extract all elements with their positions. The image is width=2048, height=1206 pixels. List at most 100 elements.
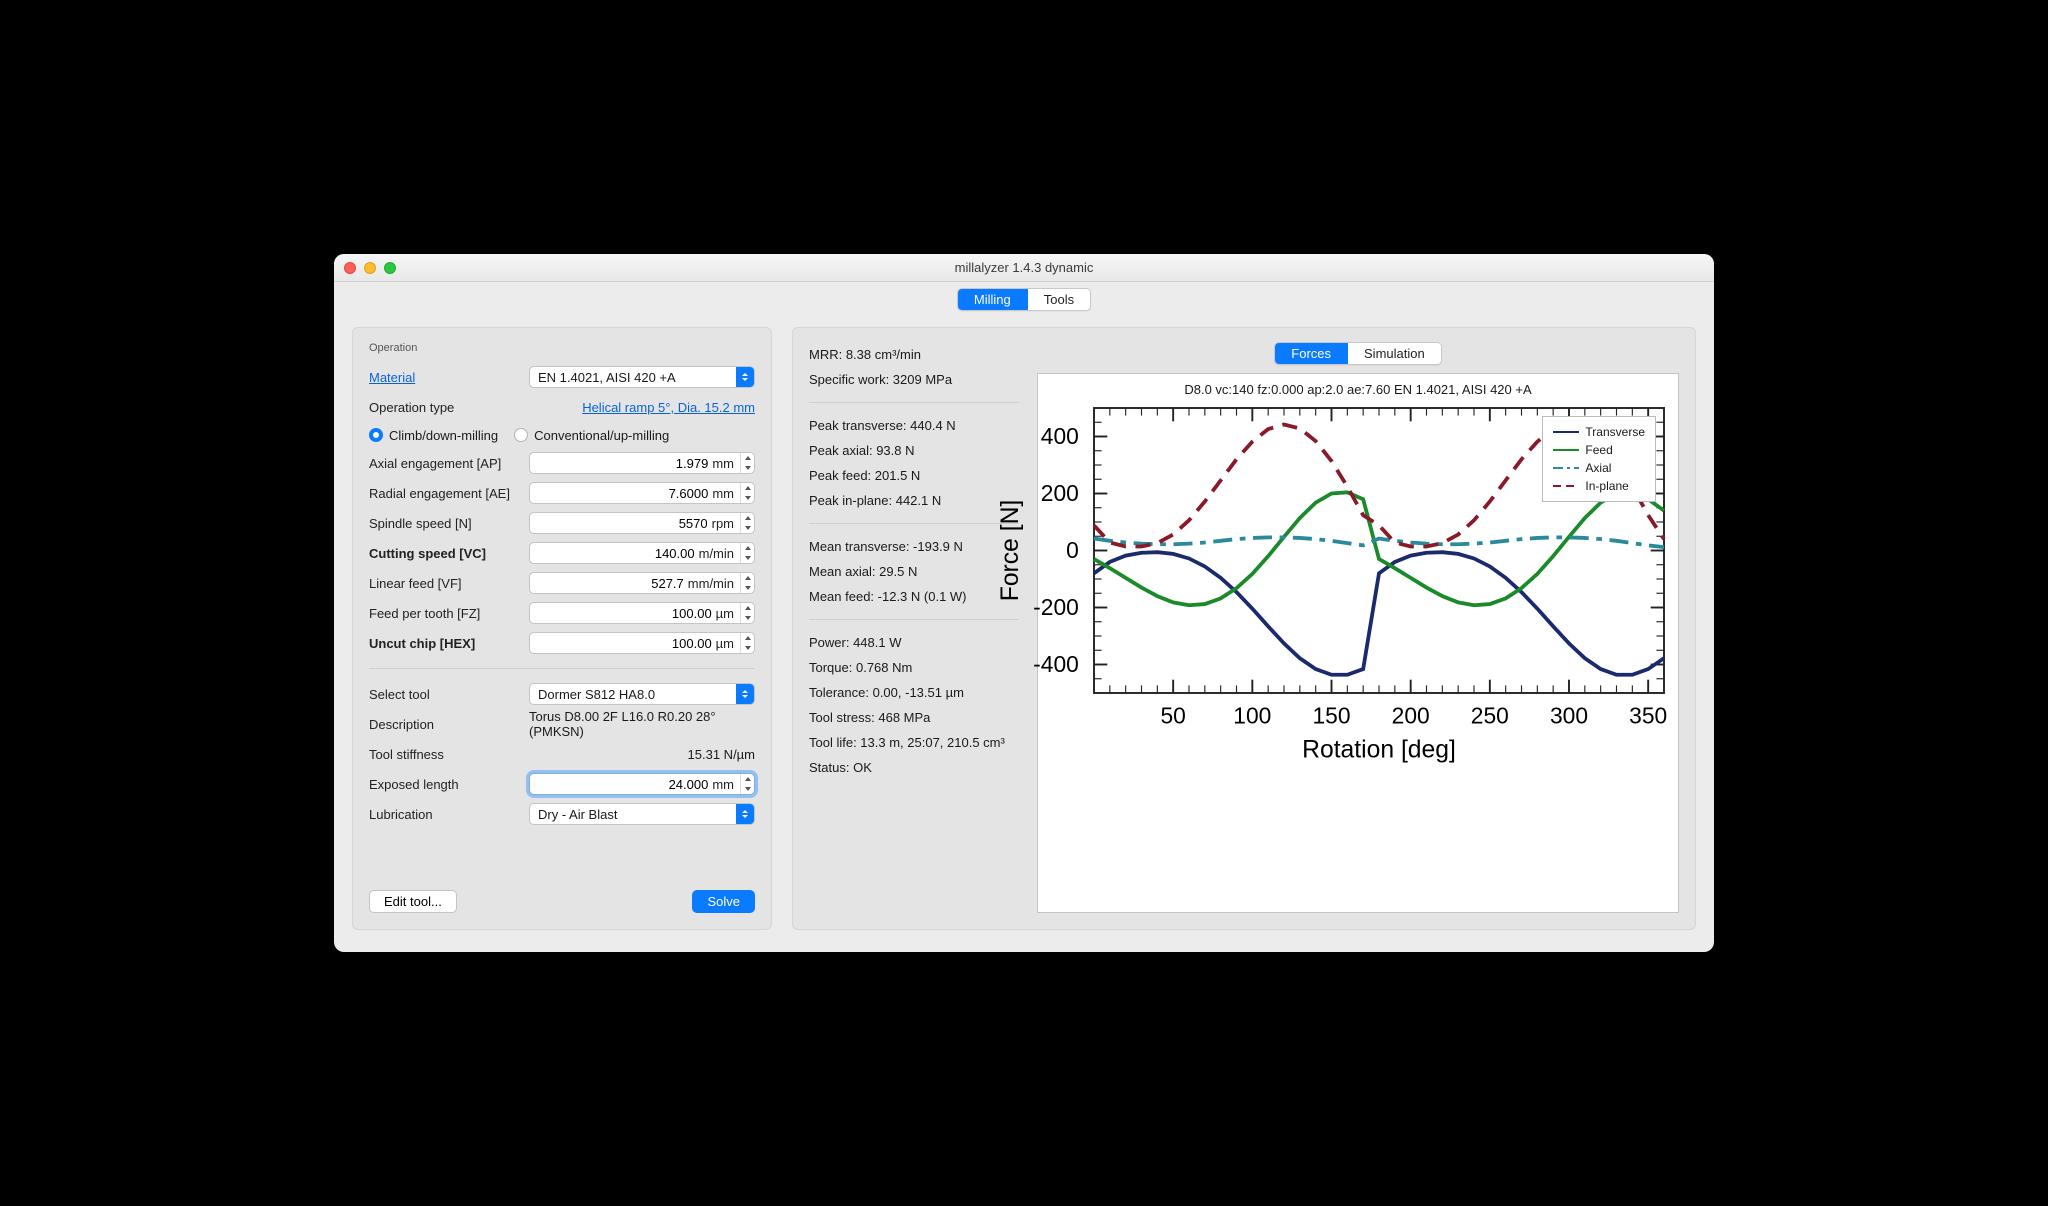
result-peak-feed: Peak feed: 201.5 N (809, 463, 1019, 488)
n-row: Spindle speed [N] rpm (369, 508, 755, 538)
chevron-updown-icon (736, 804, 754, 824)
legend-item: Transverse (1553, 423, 1645, 441)
stepper-icon[interactable] (740, 573, 754, 593)
stiffness-value: 15.31 N/µm (529, 747, 755, 762)
minimize-icon[interactable] (364, 262, 376, 274)
material-link[interactable]: Material (369, 370, 529, 385)
svg-text:Force [N]: Force [N] (997, 500, 1024, 602)
legend-label: In-plane (1585, 479, 1628, 493)
hex-field[interactable] (536, 636, 716, 651)
description-row: Description Torus D8.00 2F L16.0 R0.20 2… (369, 709, 755, 739)
window-title: millalyzer 1.4.3 dynamic (955, 260, 1094, 275)
exposed-field[interactable] (536, 777, 712, 792)
close-icon[interactable] (344, 262, 356, 274)
chart-title: D8.0 vc:140 fz:0.000 ap:2.0 ae:7.60 EN 1… (1038, 374, 1678, 401)
legend-label: Feed (1585, 443, 1612, 457)
description-label: Description (369, 717, 529, 732)
ae-row: Radial engagement [AE] mm (369, 478, 755, 508)
svg-text:150: 150 (1312, 702, 1350, 728)
stepper-icon[interactable] (740, 603, 754, 623)
vf-input[interactable]: mm/min (529, 572, 755, 594)
divider (369, 668, 755, 669)
edit-tool-button[interactable]: Edit tool... (369, 890, 457, 913)
zoom-icon[interactable] (384, 262, 396, 274)
vf-field[interactable] (536, 576, 688, 591)
material-select[interactable]: EN 1.4021, AISI 420 +A (529, 366, 755, 388)
radio-climb[interactable]: Climb/down-milling (369, 428, 498, 443)
hex-unit: µm (716, 636, 736, 651)
stiffness-row: Tool stiffness 15.31 N/µm (369, 739, 755, 769)
select-tool-row: Select tool Dormer S812 HA8.0 (369, 679, 755, 709)
result-tool-stress: Tool stress: 468 MPa (809, 705, 1019, 730)
results-panel: MRR: 8.38 cm³/min Specific work: 3209 MP… (792, 327, 1696, 930)
stepper-icon[interactable] (740, 483, 754, 503)
material-value: EN 1.4021, AISI 420 +A (538, 370, 676, 385)
legend-item: Axial (1553, 459, 1645, 477)
ap-field[interactable] (536, 456, 712, 471)
result-peak-transverse: Peak transverse: 440.4 N (809, 413, 1019, 438)
svg-text:200: 200 (1041, 480, 1079, 506)
result-power: Power: 448.1 W (809, 630, 1019, 655)
tab-simulation[interactable]: Simulation (1347, 343, 1441, 364)
button-row: Edit tool... Solve (369, 870, 755, 913)
result-peak-axial: Peak axial: 93.8 N (809, 438, 1019, 463)
stepper-icon[interactable] (740, 774, 754, 794)
exposed-label: Exposed length (369, 777, 529, 792)
radio-conventional[interactable]: Conventional/up-milling (514, 428, 669, 443)
result-mean-feed: Mean feed: -12.3 N (0.1 W) (809, 584, 1019, 609)
tab-forces[interactable]: Forces (1275, 343, 1347, 364)
ap-label: Axial engagement [AP] (369, 456, 529, 471)
vf-unit: mm/min (688, 576, 736, 591)
stepper-icon[interactable] (740, 633, 754, 653)
n-input[interactable]: rpm (529, 512, 755, 534)
titlebar: millalyzer 1.4.3 dynamic (334, 254, 1714, 282)
chart-segmented-control: Forces Simulation (1274, 342, 1441, 365)
svg-text:Rotation [deg]: Rotation [deg] (1302, 737, 1456, 764)
legend-label: Transverse (1585, 425, 1645, 439)
vc-field[interactable] (536, 546, 699, 561)
tab-tools[interactable]: Tools (1027, 289, 1090, 310)
tool-select[interactable]: Dormer S812 HA8.0 (529, 683, 755, 705)
chart-area: Forces Simulation D8.0 vc:140 fz:0.000 a… (1037, 342, 1679, 913)
divider (809, 402, 1019, 403)
stepper-icon[interactable] (740, 453, 754, 473)
ap-input[interactable]: mm (529, 452, 755, 474)
operation-section-label: Operation (369, 342, 755, 354)
fz-label: Feed per tooth [FZ] (369, 606, 529, 621)
solve-button[interactable]: Solve (692, 890, 755, 913)
hex-input[interactable]: µm (529, 632, 755, 654)
operation-type-link[interactable]: Helical ramp 5°, Dia. 15.2 mm (529, 400, 755, 415)
ae-unit: mm (712, 486, 736, 501)
ae-field[interactable] (536, 486, 712, 501)
lubrication-label: Lubrication (369, 807, 529, 822)
result-mean-axial: Mean axial: 29.5 N (809, 559, 1019, 584)
stepper-icon[interactable] (740, 513, 754, 533)
exposed-input[interactable]: mm (529, 773, 755, 795)
fz-field[interactable] (536, 606, 716, 621)
ae-input[interactable]: mm (529, 482, 755, 504)
ap-row: Axial engagement [AP] mm (369, 448, 755, 478)
result-tolerance: Tolerance: 0.00, -13.51 µm (809, 680, 1019, 705)
svg-text:0: 0 (1066, 537, 1079, 563)
chevron-updown-icon (736, 684, 754, 704)
stepper-icon[interactable] (740, 543, 754, 563)
traffic-lights (344, 262, 396, 274)
vc-unit: m/min (699, 546, 736, 561)
fz-input[interactable]: µm (529, 602, 755, 624)
fz-unit: µm (716, 606, 736, 621)
lubrication-select[interactable]: Dry - Air Blast (529, 803, 755, 825)
result-torque: Torque: 0.768 Nm (809, 655, 1019, 680)
main-segmented-control: Milling Tools (957, 288, 1091, 311)
exposed-unit: mm (712, 777, 736, 792)
n-field[interactable] (536, 516, 712, 531)
vc-input[interactable]: m/min (529, 542, 755, 564)
vc-row: Cutting speed [VC] m/min (369, 538, 755, 568)
tab-milling[interactable]: Milling (958, 289, 1027, 310)
ap-unit: mm (712, 456, 736, 471)
legend-item: In-plane (1553, 477, 1645, 495)
svg-text:100: 100 (1233, 702, 1271, 728)
ae-label: Radial engagement [AE] (369, 486, 529, 501)
n-label: Spindle speed [N] (369, 516, 529, 531)
main-tab-bar: Milling Tools (334, 282, 1714, 311)
hex-label: Uncut chip [HEX] (369, 636, 529, 651)
